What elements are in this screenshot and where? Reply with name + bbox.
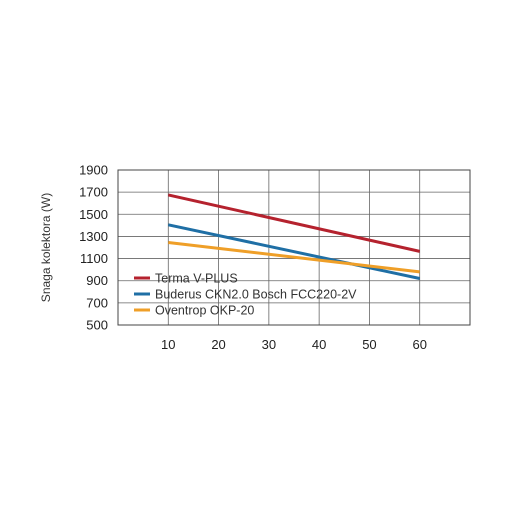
legend-label: Terma V-PLUS xyxy=(155,272,238,286)
y-tick-label: 1100 xyxy=(80,251,108,266)
y-tick-label: 500 xyxy=(86,318,108,333)
legend-label: Buderus CKN2.0 Bosch FCC220-2V xyxy=(155,288,357,302)
series-line-0 xyxy=(167,193,421,253)
y-tick-label: 1500 xyxy=(79,207,108,222)
x-tick-label: 50 xyxy=(362,337,376,352)
legend-label: Oventrop OKP-20 xyxy=(155,304,254,318)
x-tick-label: 60 xyxy=(412,337,426,352)
x-tick-label: 20 xyxy=(211,337,225,352)
y-tick-label: 1900 xyxy=(79,163,108,178)
y-tick-label: 900 xyxy=(86,273,108,288)
x-tick-label: 30 xyxy=(262,337,276,352)
series-line-2 xyxy=(168,241,420,274)
plot-frame xyxy=(117,169,471,326)
series-layer xyxy=(167,193,421,280)
y-tick-label: 1700 xyxy=(79,185,108,200)
x-tick-label: 40 xyxy=(312,337,326,352)
x-tick-label: 10 xyxy=(161,337,175,352)
y-tick-label: 1300 xyxy=(79,229,108,244)
plot-area xyxy=(118,170,470,325)
y-axis-title: Snaga kolektora (W) xyxy=(39,193,53,302)
legend: Terma V-PLUS Buderus CKN2.0 Bosch FCC220-… xyxy=(134,272,357,318)
series-line-1 xyxy=(167,223,421,280)
y-tick-label: 700 xyxy=(86,295,108,310)
tick-labels: 500 700 900 1100 1300 1500 1700 1900 10 20 30 40 50 6… xyxy=(79,163,427,353)
